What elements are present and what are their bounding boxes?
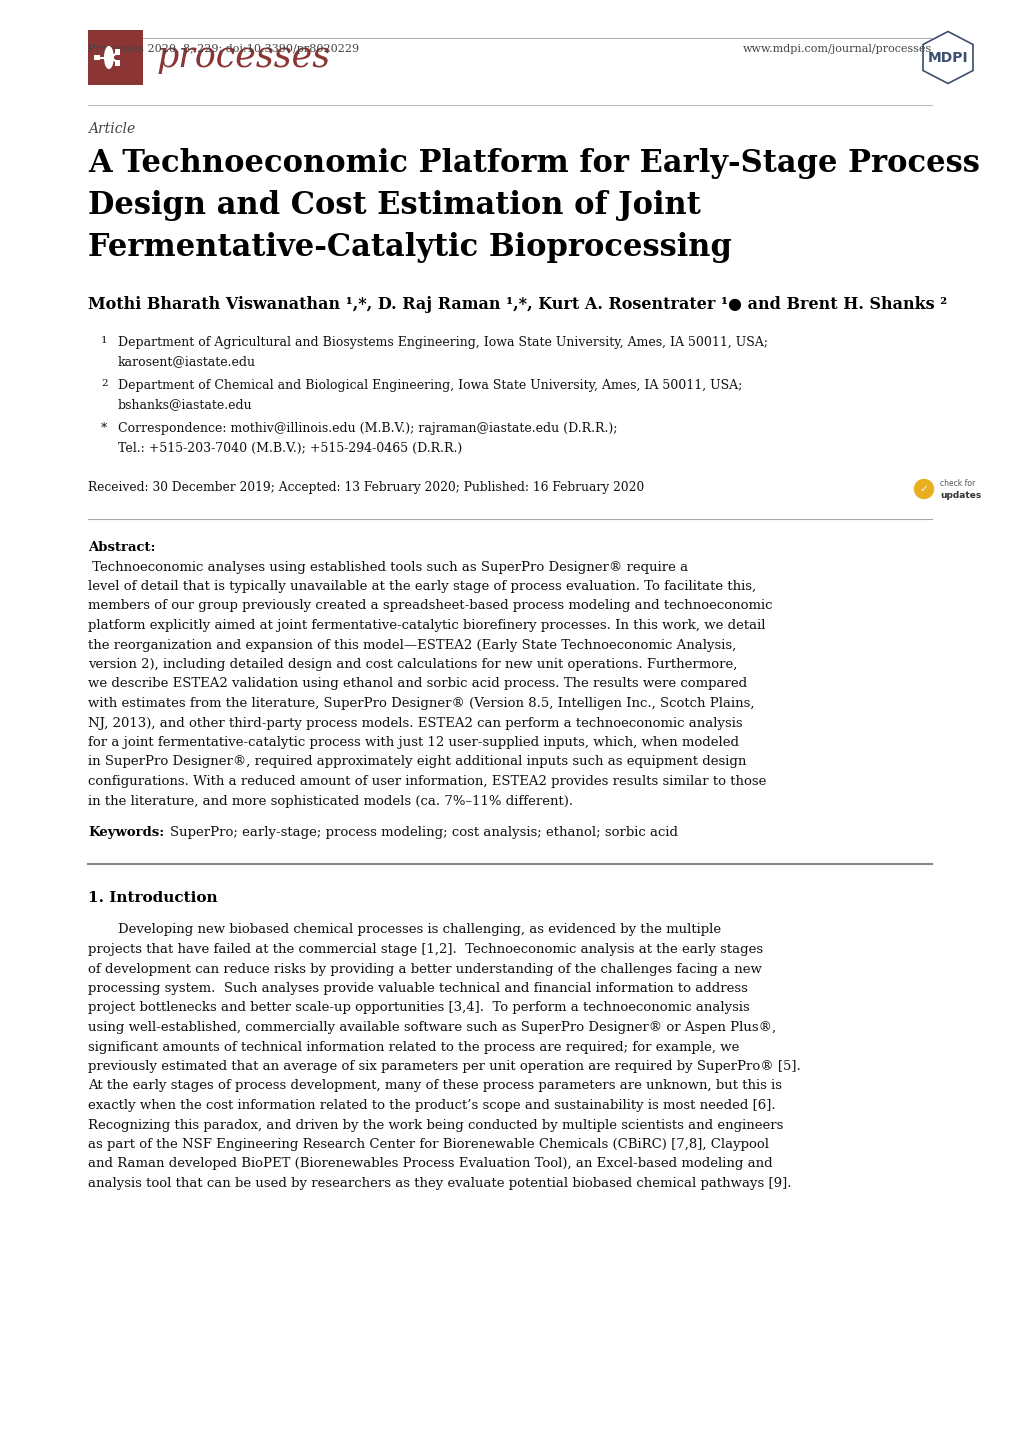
Text: we describe ESTEA2 validation using ethanol and sorbic acid process. The results: we describe ESTEA2 validation using etha… <box>88 678 746 691</box>
Text: karosent@iastate.edu: karosent@iastate.edu <box>118 356 256 369</box>
FancyBboxPatch shape <box>94 55 100 61</box>
Text: bshanks@iastate.edu: bshanks@iastate.edu <box>118 398 253 411</box>
Text: Technoeconomic analyses using established tools such as SuperPro Designer® requi: Technoeconomic analyses using establishe… <box>88 561 688 574</box>
Text: At the early stages of process development, many of these process parameters are: At the early stages of process developme… <box>88 1080 782 1093</box>
Text: as part of the NSF Engineering Research Center for Biorenewable Chemicals (CBiRC: as part of the NSF Engineering Research … <box>88 1138 768 1151</box>
Text: *: * <box>101 423 107 435</box>
Text: exactly when the cost information related to the product’s scope and sustainabil: exactly when the cost information relate… <box>88 1099 774 1112</box>
Text: check for: check for <box>940 479 974 487</box>
Text: Recognizing this paradox, and driven by the work being conducted by multiple sci: Recognizing this paradox, and driven by … <box>88 1119 783 1132</box>
Text: ✓: ✓ <box>919 485 927 495</box>
Text: Processes 2020, 8, 229; doi:10.3390/pr8020229: Processes 2020, 8, 229; doi:10.3390/pr80… <box>88 45 359 53</box>
Text: using well-established, commercially available software such as SuperPro Designe: using well-established, commercially ava… <box>88 1021 775 1034</box>
Text: 2: 2 <box>101 379 108 388</box>
Text: previously estimated that an average of six parameters per unit operation are re: previously estimated that an average of … <box>88 1060 800 1073</box>
Text: Developing new biobased chemical processes is challenging, as evidenced by the m: Developing new biobased chemical process… <box>118 923 720 936</box>
Text: www.mdpi.com/journal/processes: www.mdpi.com/journal/processes <box>742 45 931 53</box>
Text: Tel.: +515-203-7040 (M.B.V.); +515-294-0465 (D.R.R.): Tel.: +515-203-7040 (M.B.V.); +515-294-0… <box>118 441 462 454</box>
Text: Mothi Bharath Viswanathan ¹,*, D. Raj Raman ¹,*, Kurt A. Rosentrater ¹● and Bren: Mothi Bharath Viswanathan ¹,*, D. Raj Ra… <box>88 296 947 313</box>
Text: significant amounts of technical information related to the process are required: significant amounts of technical informa… <box>88 1041 739 1054</box>
Text: and Raman developed BioPET (Biorenewables Process Evaluation Tool), an Excel-bas: and Raman developed BioPET (Biorenewable… <box>88 1158 771 1171</box>
Text: projects that have failed at the commercial stage [1,2].  Technoeconomic analysi: projects that have failed at the commerc… <box>88 943 762 956</box>
Text: 1. Introduction: 1. Introduction <box>88 891 217 906</box>
Text: Received: 30 December 2019; Accepted: 13 February 2020; Published: 16 February 2: Received: 30 December 2019; Accepted: 13… <box>88 482 644 495</box>
Text: the reorganization and expansion of this model—ESTEA2 (Early State Technoeconomi: the reorganization and expansion of this… <box>88 639 736 652</box>
Text: level of detail that is typically unavailable at the early stage of process eval: level of detail that is typically unavai… <box>88 580 755 593</box>
Text: Keywords:: Keywords: <box>88 826 164 839</box>
Text: Correspondence: mothiv@illinois.edu (M.B.V.); rajraman@iastate.edu (D.R.R.);: Correspondence: mothiv@illinois.edu (M.B… <box>118 423 616 435</box>
Text: analysis tool that can be used by researchers as they evaluate potential biobase: analysis tool that can be used by resear… <box>88 1177 791 1190</box>
Text: processing system.  Such analyses provide valuable technical and financial infor: processing system. Such analyses provide… <box>88 982 747 995</box>
Text: in SuperPro Designer®, required approximately eight additional inputs such as eq: in SuperPro Designer®, required approxim… <box>88 756 746 769</box>
Text: project bottlenecks and better scale-up opportunities [3,4].  To perform a techn: project bottlenecks and better scale-up … <box>88 1002 749 1015</box>
Text: NJ, 2013), and other third-party process models. ESTEA2 can perform a technoecon: NJ, 2013), and other third-party process… <box>88 717 742 730</box>
FancyBboxPatch shape <box>115 61 120 66</box>
Text: configurations. With a reduced amount of user information, ESTEA2 provides resul: configurations. With a reduced amount of… <box>88 774 765 787</box>
Text: Abstract:: Abstract: <box>88 541 155 554</box>
Text: A Technoeconomic Platform for Early-Stage Process: A Technoeconomic Platform for Early-Stag… <box>88 149 979 179</box>
Text: updates: updates <box>940 492 980 500</box>
Polygon shape <box>922 32 972 84</box>
Text: Department of Chemical and Biological Engineering, Iowa State University, Ames, : Department of Chemical and Biological En… <box>118 379 742 392</box>
Text: version 2), including detailed design and cost calculations for new unit operati: version 2), including detailed design an… <box>88 658 737 671</box>
Text: SuperPro; early-stage; process modeling; cost analysis; ethanol; sorbic acid: SuperPro; early-stage; process modeling;… <box>170 826 678 839</box>
Text: Department of Agricultural and Biosystems Engineering, Iowa State University, Am: Department of Agricultural and Biosystem… <box>118 336 767 349</box>
Text: Article: Article <box>88 123 136 136</box>
Text: MDPI: MDPI <box>926 50 967 65</box>
Text: Fermentative-Catalytic Bioprocessing: Fermentative-Catalytic Bioprocessing <box>88 232 732 262</box>
FancyBboxPatch shape <box>88 30 143 85</box>
Text: in the literature, and more sophisticated models (ca. 7%–11% different).: in the literature, and more sophisticate… <box>88 795 573 808</box>
Text: for a joint fermentative-catalytic process with just 12 user-supplied inputs, wh: for a joint fermentative-catalytic proce… <box>88 735 739 748</box>
Text: platform explicitly aimed at joint fermentative-catalytic biorefinery processes.: platform explicitly aimed at joint ferme… <box>88 619 764 632</box>
FancyBboxPatch shape <box>115 49 120 55</box>
Text: processes: processes <box>156 40 330 75</box>
Text: Design and Cost Estimation of Joint: Design and Cost Estimation of Joint <box>88 190 700 221</box>
Text: 1: 1 <box>101 336 108 345</box>
Circle shape <box>914 480 932 499</box>
Text: of development can reduce risks by providing a better understanding of the chall: of development can reduce risks by provi… <box>88 962 761 975</box>
Text: with estimates from the literature, SuperPro Designer® (Version 8.5, Intelligen : with estimates from the literature, Supe… <box>88 696 754 709</box>
Ellipse shape <box>104 46 114 69</box>
Text: members of our group previously created a spreadsheet-based process modeling and: members of our group previously created … <box>88 600 771 613</box>
